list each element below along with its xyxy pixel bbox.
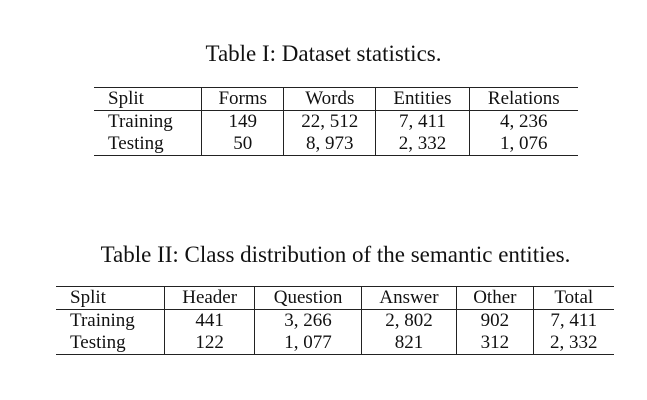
table-cell: Testing — [56, 332, 165, 355]
table-cell: 3, 266 — [254, 309, 362, 332]
header-cell: Forms — [201, 87, 284, 111]
table-cell: 7, 411 — [375, 110, 470, 133]
header-cell: Question — [254, 286, 362, 310]
table-cell: 1, 076 — [468, 133, 578, 156]
header-cell: Other — [456, 286, 534, 310]
table-row: Training 441 3, 266 2, 802 902 7, 411 — [56, 309, 614, 332]
dataset-statistics-table: Split Forms Words Entities Relations Tra… — [94, 87, 578, 156]
table-cell: 1, 077 — [254, 332, 362, 355]
header-cell: Entities — [375, 87, 470, 111]
header-cell: Words — [283, 87, 376, 111]
table-cell: 902 — [456, 309, 534, 332]
header-cell: Relations — [468, 87, 578, 111]
table-cell: 22, 512 — [283, 110, 376, 133]
header-cell: Header — [164, 286, 255, 310]
table-cell: 2, 332 — [375, 133, 470, 156]
table-cell: 122 — [164, 332, 255, 355]
table-cell: 149 — [201, 110, 284, 133]
table-cell: Training — [70, 310, 135, 331]
table-cell: 50 — [201, 133, 284, 156]
table-cell: 821 — [360, 332, 457, 355]
header-cell: Split — [56, 286, 165, 310]
table-cell: 8, 973 — [283, 133, 376, 156]
table-row: Training 149 22, 512 7, 411 4, 236 — [94, 110, 578, 133]
header-cell: Total — [532, 286, 614, 310]
table2-caption: Table II: Class distribution of the sema… — [100, 242, 571, 267]
table-cell: 4, 236 — [468, 110, 578, 133]
table-header-row: Split Header Question Answer Other Total — [56, 286, 614, 310]
table-cell: Training — [108, 111, 173, 132]
table-cell: 312 — [456, 332, 534, 355]
class-distribution-table: Split Header Question Answer Other Total… — [56, 286, 614, 355]
table-row: Testing 50 8, 973 2, 332 1, 076 — [94, 133, 578, 156]
table-cell: 7, 411 — [532, 309, 614, 332]
header-cell: Answer — [360, 286, 457, 310]
table-header-row: Split Forms Words Entities Relations — [94, 87, 578, 111]
table1-caption: Table I: Dataset statistics. — [205, 41, 442, 66]
table-cell: Testing — [94, 133, 202, 156]
table-row: Testing 122 1, 077 821 312 2, 332 — [56, 332, 614, 355]
table-cell: 441 — [164, 309, 255, 332]
table-cell: 2, 802 — [360, 309, 457, 332]
table-cell: 2, 332 — [532, 332, 614, 355]
header-cell: Split — [94, 87, 202, 111]
